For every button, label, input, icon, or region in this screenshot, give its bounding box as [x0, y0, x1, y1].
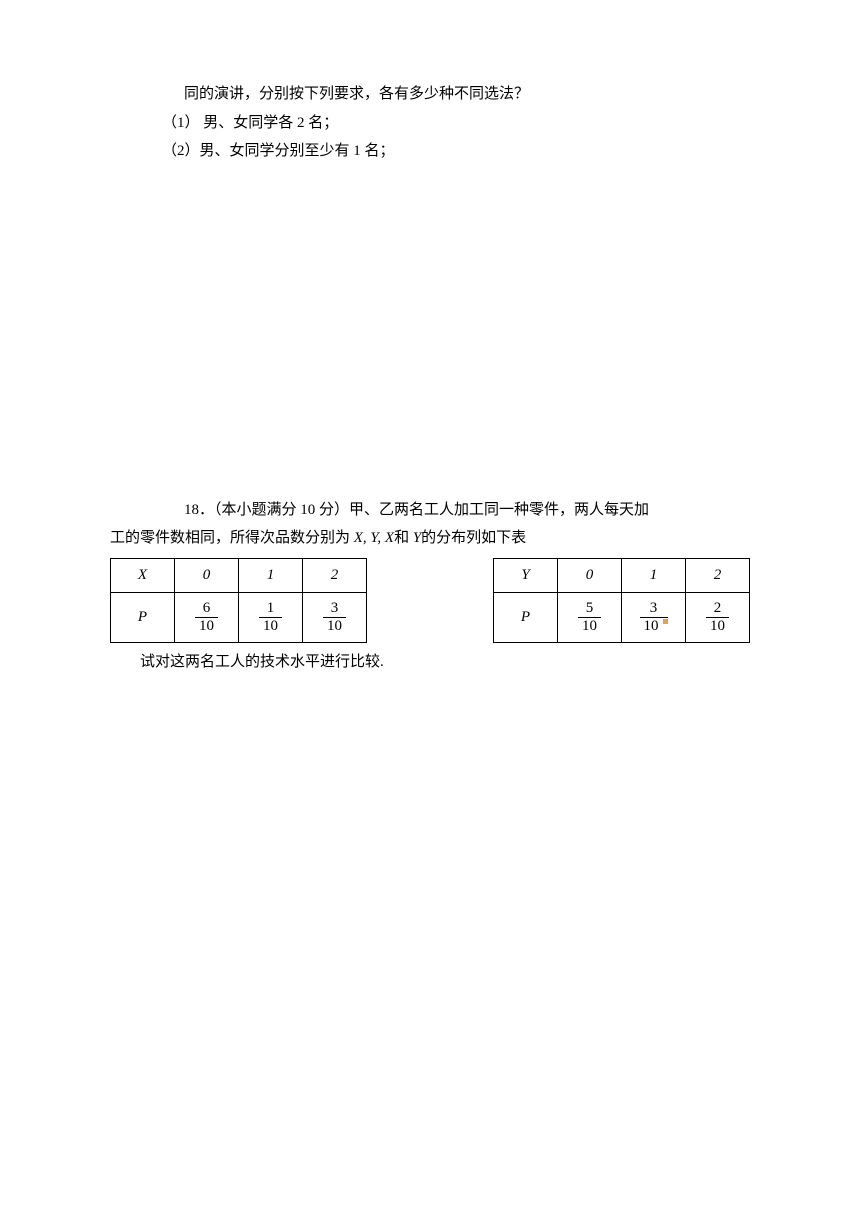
denominator: 10: [578, 618, 601, 635]
table-y: Y 0 1 2 P 5 10 3 10: [493, 558, 750, 643]
numerator: 5: [578, 600, 601, 618]
q18-final-line: 试对这两名工人的技术水平进行比较.: [110, 648, 750, 677]
denominator: 10: [259, 618, 282, 635]
table-x-var-cell: X: [111, 558, 175, 592]
numerator: 6: [195, 600, 218, 618]
table-y-col0: 0: [558, 558, 622, 592]
q18-lead-line: 18．（本小题满分 10 分）甲、乙两名工人加工同一种零件，两人每天加: [110, 496, 750, 525]
question-intro: 同的演讲，分别按下列要求，各有多少种不同选法？ （1） 男、女同学各 2 名； …: [110, 80, 750, 166]
table-x-col1: 1: [239, 558, 303, 592]
table-x-col0: 0: [175, 558, 239, 592]
table-y-header-row: Y 0 1 2: [494, 558, 750, 592]
intro-sub1: （1） 男、女同学各 2 名；: [110, 109, 750, 138]
table-x-p-label: P: [111, 592, 175, 642]
denominator: 10: [640, 618, 668, 635]
table-x-p0: 6 10: [175, 592, 239, 642]
q18-continuation: 工的零件数相同，所得次品数分别为 X, Y, X和 Y的分布列如下表: [110, 524, 750, 553]
denominator: 10: [706, 618, 729, 635]
tables-container: X 0 1 2 P 6 10 1 10: [110, 558, 750, 643]
fraction: 5 10: [578, 600, 601, 634]
table-y-p1: 3 10: [622, 592, 686, 642]
q18-end-text: 的分布列如下表: [421, 530, 526, 546]
numerator: 3: [640, 600, 668, 618]
question-18: 18．（本小题满分 10 分）甲、乙两名工人加工同一种零件，两人每天加 工的零件…: [110, 496, 750, 677]
q18-vars: X, Y, X: [354, 530, 394, 546]
denominator: 10: [323, 618, 346, 635]
table-y-p2: 2 10: [686, 592, 750, 642]
intro-sub2: （2）男、女同学分别至少有 1 名；: [110, 137, 750, 166]
table-x: X 0 1 2 P 6 10 1 10: [110, 558, 367, 643]
table-y-col2: 2: [686, 558, 750, 592]
table-x-prob-row: P 6 10 1 10 3 10: [111, 592, 367, 642]
fraction: 1 10: [259, 600, 282, 634]
table-y-p0: 5 10: [558, 592, 622, 642]
marker-dot: [663, 619, 668, 624]
fraction: 2 10: [706, 600, 729, 634]
fraction: 3 10: [640, 600, 668, 634]
q18-mid-text: 和: [394, 530, 413, 546]
table-y-p-label: P: [494, 592, 558, 642]
table-y-col1: 1: [622, 558, 686, 592]
intro-line1: 同的演讲，分别按下列要求，各有多少种不同选法？: [110, 80, 750, 109]
q18-var-y: Y: [413, 530, 421, 546]
q18-cont-text: 工的零件数相同，所得次品数分别为: [110, 530, 354, 546]
numerator: 1: [259, 600, 282, 618]
numerator: 2: [706, 600, 729, 618]
denominator: 10: [195, 618, 218, 635]
table-x-col2: 2: [303, 558, 367, 592]
table-x-p1: 1 10: [239, 592, 303, 642]
numerator: 3: [323, 600, 346, 618]
table-y-var-cell: Y: [494, 558, 558, 592]
table-x-p2: 3 10: [303, 592, 367, 642]
fraction: 6 10: [195, 600, 218, 634]
fraction: 3 10: [323, 600, 346, 634]
table-y-prob-row: P 5 10 3 10 2 10: [494, 592, 750, 642]
table-x-header-row: X 0 1 2: [111, 558, 367, 592]
